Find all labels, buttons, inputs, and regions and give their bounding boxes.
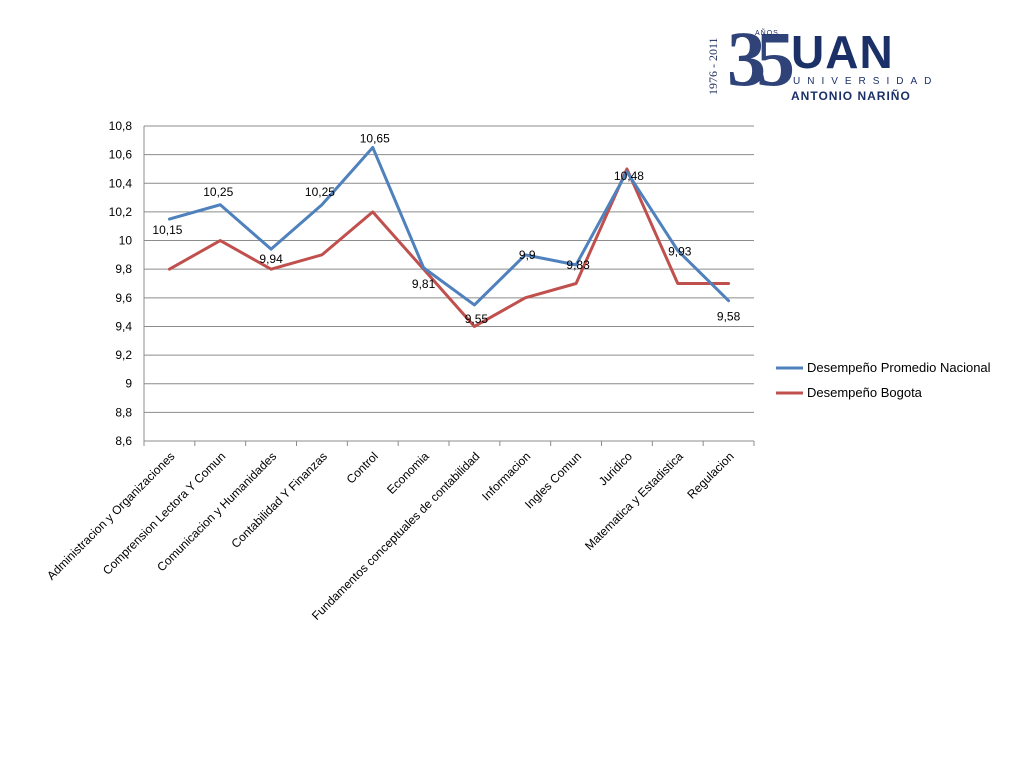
y-tick-label: 9,8 bbox=[115, 262, 132, 276]
x-category-label: Juridico bbox=[596, 449, 635, 488]
y-tick-label: 8,8 bbox=[115, 405, 132, 419]
y-tick-label: 10 bbox=[119, 234, 133, 248]
logo-brand: UAN bbox=[791, 26, 894, 78]
y-tick-label: 9,4 bbox=[115, 319, 132, 333]
y-tick-label: 8,6 bbox=[115, 434, 132, 448]
data-label: 9,93 bbox=[668, 245, 692, 259]
series-line-1 bbox=[167, 167, 731, 328]
x-category-label: Regulacion bbox=[684, 449, 736, 501]
uan-logo: 1976 - 2011 35 AÑOS UAN UNIVERSIDAD ANTO… bbox=[703, 20, 959, 104]
data-label: 9,81 bbox=[412, 277, 436, 291]
logo-universidad: UNIVERSIDAD bbox=[793, 76, 939, 87]
x-category-label: Contabilidad Y Finanzas bbox=[228, 449, 330, 551]
x-category-label: Informacion bbox=[479, 449, 533, 503]
data-label: 10,65 bbox=[360, 131, 390, 145]
logo-antonio-narino: ANTONIO NARIÑO bbox=[791, 89, 911, 103]
data-label: 9,94 bbox=[259, 252, 283, 266]
logo-anniversary-number: 35 bbox=[727, 15, 795, 102]
data-label: 10,25 bbox=[305, 185, 335, 199]
data-label: 10,48 bbox=[614, 169, 644, 183]
x-category-label: Control bbox=[344, 449, 381, 486]
data-label: 9,58 bbox=[717, 310, 741, 324]
y-tick-label: 10,8 bbox=[109, 119, 133, 133]
data-label: 9,83 bbox=[566, 258, 590, 272]
x-category-label: Matematica y Estadistica bbox=[582, 449, 686, 553]
series-line-0 bbox=[167, 145, 731, 307]
y-tick-label: 9 bbox=[125, 377, 132, 391]
y-tick-label: 9,6 bbox=[115, 291, 132, 305]
data-label: 9,9 bbox=[519, 248, 536, 262]
logo-anos: AÑOS bbox=[755, 30, 779, 37]
y-tick-label: 9,2 bbox=[115, 348, 132, 362]
data-label: 10,25 bbox=[203, 185, 233, 199]
y-tick-label: 10,6 bbox=[109, 148, 133, 162]
data-label: 9,55 bbox=[465, 312, 489, 326]
y-tick-label: 10,4 bbox=[109, 176, 133, 190]
data-label: 10,15 bbox=[152, 223, 182, 237]
legend-label-0: Desempeño Promedio Nacional bbox=[807, 360, 991, 375]
x-category-label: Economia bbox=[384, 449, 432, 497]
legend-label-1: Desempeño Bogota bbox=[807, 385, 923, 400]
y-tick-label: 10,2 bbox=[109, 205, 133, 219]
